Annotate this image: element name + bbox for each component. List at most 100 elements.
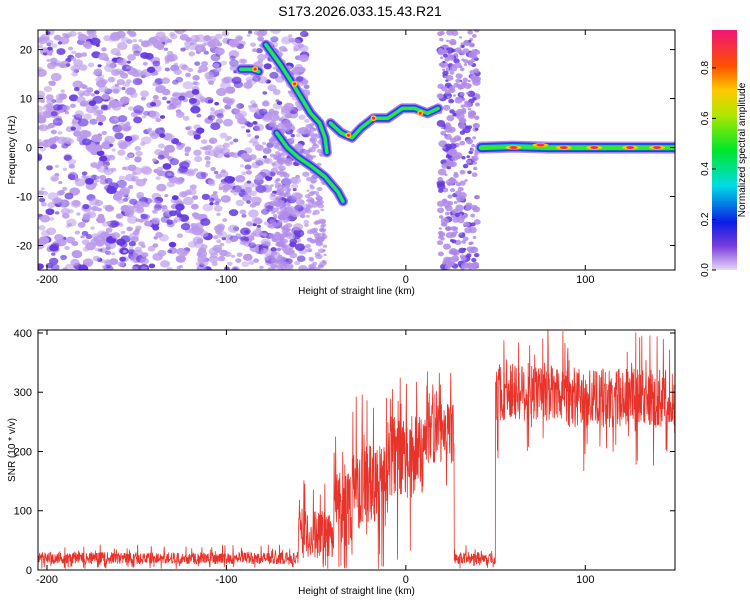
- noise-speck: [442, 146, 446, 149]
- noise-speck: [58, 180, 63, 185]
- noise-speck: [50, 111, 58, 117]
- noise-speck: [154, 149, 163, 156]
- noise-speck: [40, 187, 45, 191]
- noise-speck: [289, 252, 298, 259]
- noise-speck: [174, 210, 181, 215]
- noise-speck: [254, 135, 260, 139]
- noise-speck: [472, 206, 481, 213]
- noise-speck: [261, 232, 268, 237]
- noise-speck: [107, 76, 116, 83]
- noise-speck: [149, 111, 160, 119]
- noise-speck: [70, 258, 80, 266]
- noise-speck: [159, 35, 170, 44]
- noise-speck: [449, 65, 458, 72]
- noise-speck: [196, 252, 203, 257]
- noise-speck: [459, 140, 466, 146]
- noise-speck: [263, 221, 269, 226]
- noise-speck: [131, 266, 139, 270]
- noise-speck: [459, 92, 465, 96]
- noise-speck: [135, 178, 146, 187]
- noise-speck: [127, 215, 138, 224]
- noise-speck: [268, 137, 276, 143]
- noise-speck: [217, 255, 226, 262]
- noise-speck: [54, 164, 60, 168]
- noise-speck: [448, 126, 456, 133]
- x-tick-label: 0: [403, 274, 409, 286]
- noise-speck: [85, 261, 93, 267]
- noise-speck: [167, 249, 173, 254]
- noise-speck: [38, 155, 43, 161]
- noise-speck: [214, 201, 220, 206]
- noise-speck: [220, 147, 230, 155]
- noise-speck: [59, 109, 64, 113]
- noise-speck: [309, 258, 315, 262]
- noise-speck: [161, 204, 168, 210]
- noise-speck: [190, 203, 199, 210]
- noise-speck: [160, 260, 171, 268]
- noise-speck: [166, 100, 171, 104]
- y-tick-label: 20: [20, 45, 32, 57]
- track-hotspot: [626, 146, 635, 149]
- noise-speck: [296, 133, 301, 138]
- noise-speck: [289, 241, 297, 248]
- noise-speck: [454, 97, 463, 104]
- noise-speck: [280, 171, 288, 177]
- noise-speck: [53, 34, 62, 41]
- noise-speck: [117, 122, 127, 130]
- noise-speck: [42, 49, 47, 53]
- noise-speck: [204, 155, 211, 161]
- x-tick-label: -200: [36, 574, 58, 586]
- noise-speck: [240, 152, 250, 160]
- noise-speck: [171, 195, 179, 201]
- noise-speck: [439, 30, 445, 36]
- noise-speck: [126, 79, 132, 84]
- noise-speck: [232, 267, 239, 270]
- y-tick-label: 400: [14, 328, 32, 340]
- noise-speck: [38, 44, 44, 49]
- noise-speck: [60, 207, 71, 215]
- noise-speck: [296, 255, 306, 263]
- noise-speck: [212, 244, 223, 252]
- noise-speck: [56, 48, 66, 55]
- noise-speck: [271, 162, 276, 166]
- noise-speck: [286, 203, 291, 207]
- noise-speck: [472, 161, 477, 165]
- noise-speck: [156, 183, 167, 192]
- noise-speck: [110, 85, 122, 93]
- noise-speck: [254, 201, 261, 206]
- noise-speck: [211, 45, 221, 53]
- noise-speck: [289, 176, 299, 184]
- noise-speck: [307, 123, 314, 128]
- noise-speck: [471, 263, 479, 270]
- noise-speck: [304, 223, 309, 227]
- noise-speck: [475, 127, 479, 131]
- noise-speck: [461, 156, 466, 160]
- noise-speck: [214, 66, 222, 73]
- noise-speck: [102, 265, 107, 269]
- noise-speck: [127, 106, 135, 111]
- noise-speck: [94, 90, 100, 95]
- noise-speck: [463, 221, 470, 227]
- noise-speck: [449, 177, 455, 181]
- noise-speck: [312, 155, 317, 158]
- noise-speck: [272, 66, 277, 70]
- noise-speck: [165, 56, 172, 62]
- noise-speck: [166, 266, 173, 270]
- noise-speck: [138, 39, 143, 43]
- noise-speck: [268, 200, 277, 207]
- noise-speck: [467, 107, 472, 111]
- noise-speck: [313, 127, 318, 131]
- noise-speck: [126, 30, 132, 35]
- noise-speck: [97, 121, 104, 126]
- noise-speck: [39, 146, 46, 152]
- spectrogram-frame: [37, 29, 676, 271]
- noise-speck: [124, 156, 131, 161]
- noise-speck: [38, 197, 46, 203]
- noise-speck: [117, 261, 125, 267]
- noise-speck: [298, 265, 308, 270]
- noise-speck: [114, 83, 120, 87]
- noise-speck: [459, 109, 467, 115]
- noise-speck: [442, 68, 446, 72]
- noise-speck: [306, 237, 313, 242]
